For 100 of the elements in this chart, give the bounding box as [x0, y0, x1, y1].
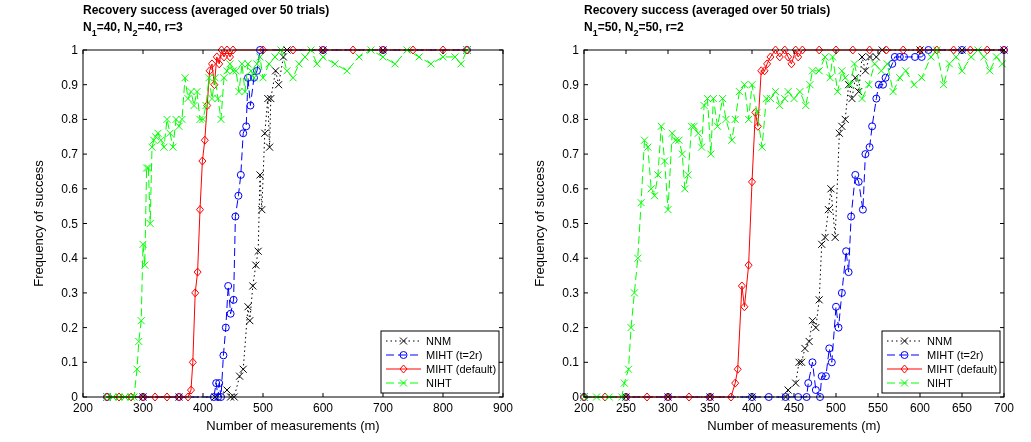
point [226, 309, 235, 318]
y-tick-label: 0.6 [61, 181, 79, 196]
point [780, 45, 789, 55]
point [246, 101, 255, 110]
point [248, 281, 257, 290]
point [265, 143, 274, 152]
point [826, 184, 835, 193]
point [212, 52, 221, 62]
point [888, 59, 897, 68]
y-tick-label: 0.2 [61, 320, 79, 335]
point [842, 247, 851, 256]
point [254, 247, 263, 256]
point [223, 386, 231, 395]
point [854, 87, 863, 96]
point [215, 379, 224, 388]
point [815, 45, 824, 55]
point [895, 52, 904, 61]
point [193, 267, 202, 277]
y-tick-label: 0.1 [61, 355, 79, 370]
point [865, 143, 874, 152]
point [868, 122, 877, 131]
point [791, 379, 800, 388]
y-tick-label: 0 [71, 390, 79, 404]
point [220, 52, 228, 62]
legend-label: NIHT [426, 377, 452, 389]
point [727, 392, 735, 402]
x-tick-label: 500 [825, 401, 847, 415]
point [851, 170, 860, 179]
point [212, 379, 221, 388]
point [236, 170, 245, 179]
chart-subtitle: N$_{1}$=50, N$_{2}$=50, r=2 [584, 20, 685, 38]
point [409, 45, 417, 55]
point [163, 392, 171, 402]
point [263, 94, 272, 103]
point [764, 393, 773, 401]
point [256, 170, 264, 179]
x-tick-label: 200 [72, 401, 94, 415]
point [844, 268, 853, 277]
point [775, 52, 784, 62]
point [245, 316, 254, 325]
point [847, 212, 856, 221]
point [949, 45, 958, 55]
point [731, 378, 740, 388]
point [805, 337, 814, 346]
point [817, 372, 826, 381]
point [791, 45, 800, 55]
point [757, 66, 766, 76]
point [900, 52, 909, 61]
point [811, 386, 820, 395]
y-tick-label: 0.6 [562, 181, 580, 196]
point [787, 59, 796, 69]
point [824, 205, 833, 214]
point [847, 94, 856, 103]
point [890, 52, 899, 61]
y-axis-title: Frequency of success [532, 159, 547, 287]
point [274, 80, 283, 89]
point [733, 364, 742, 374]
y-tick-label: 0.9 [562, 77, 580, 92]
point [349, 45, 357, 55]
point [816, 393, 825, 401]
point [279, 52, 288, 61]
y-tick-label: 0.4 [61, 251, 79, 266]
x-tick-label: 900 [492, 401, 514, 415]
x-tick-label: 200 [573, 401, 595, 415]
point [841, 115, 850, 124]
point [753, 121, 762, 131]
x-tick-label: 500 [252, 401, 274, 415]
x-tick-label: 400 [741, 401, 763, 415]
point [837, 122, 846, 131]
point [208, 59, 216, 69]
chart-title: Recovery success (averaged over 50 trials) [584, 3, 831, 17]
legend-label: MIHT (default) [927, 363, 998, 375]
legend-label: MIHT (t=2r) [927, 349, 984, 361]
y-tick-label: 0.8 [61, 112, 79, 127]
point [882, 45, 891, 55]
point [253, 66, 261, 75]
y-tick-label: 0.5 [562, 216, 580, 231]
point [244, 73, 252, 82]
chart-subtitle: N$_{1}$=40, N$_{2}$=40, r=3 [83, 20, 184, 38]
x-tick-label: 600 [909, 401, 931, 415]
point [784, 52, 793, 62]
point [229, 295, 238, 304]
y-tick-label: 1 [572, 43, 580, 57]
point [601, 392, 609, 402]
x-tick-label: 300 [132, 401, 154, 415]
point [244, 302, 252, 311]
point [872, 94, 881, 103]
point [835, 129, 844, 138]
point [229, 45, 237, 55]
point [219, 351, 228, 360]
x-tick-label: 400 [192, 401, 214, 415]
point [798, 45, 807, 55]
point [205, 66, 214, 76]
point [784, 386, 793, 395]
point [766, 52, 775, 62]
point [854, 177, 863, 186]
point [151, 392, 159, 402]
point [865, 45, 874, 55]
y-tick-label: 0 [572, 390, 580, 404]
x-tick-label: 550 [867, 401, 889, 415]
